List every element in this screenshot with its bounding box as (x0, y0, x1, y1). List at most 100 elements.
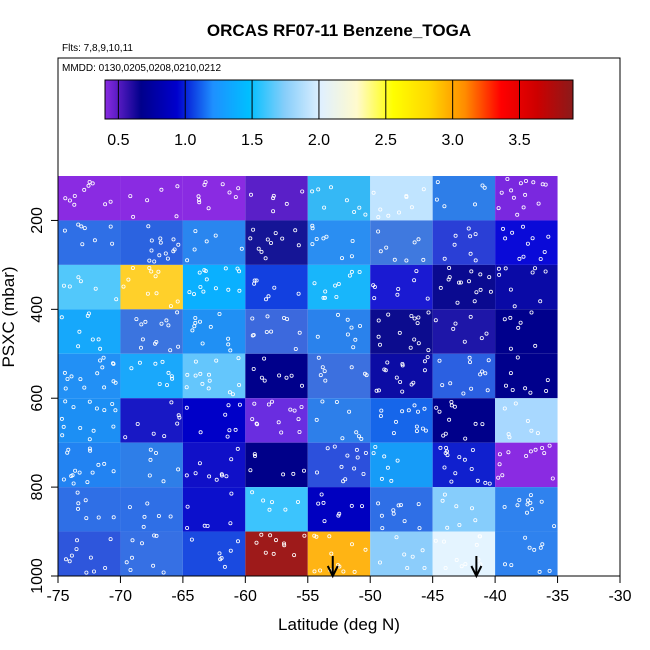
sample-point (462, 339, 467, 344)
sample-point (379, 408, 384, 413)
sample-point (459, 564, 464, 569)
colorbar-tick-label: 0.5 (107, 132, 129, 149)
sample-point (420, 426, 425, 431)
sample-point (443, 431, 448, 436)
sample-point (517, 256, 522, 261)
heatmap-cell (120, 353, 183, 399)
sample-point (515, 355, 520, 360)
heatmap-cell (307, 487, 371, 532)
sample-point (529, 428, 534, 433)
sample-point (62, 370, 67, 375)
sample-point (272, 285, 277, 290)
sample-point (444, 445, 449, 450)
heatmap-cell (58, 353, 121, 399)
sample-point (524, 178, 529, 183)
sample-point (165, 256, 170, 261)
heatmap-cell (120, 398, 183, 443)
sample-point (72, 193, 77, 198)
sample-point (142, 514, 147, 519)
sample-point (363, 450, 368, 455)
sample-point (184, 385, 189, 390)
sample-point (79, 224, 84, 229)
sample-point (161, 479, 166, 484)
x-tick-label: -65 (171, 588, 194, 605)
sample-point (152, 259, 157, 264)
sample-point (281, 472, 286, 477)
sample-point (63, 399, 68, 404)
sample-point (478, 372, 483, 377)
sample-point (341, 479, 346, 484)
heatmap-cell (307, 309, 371, 354)
sample-point (266, 402, 271, 407)
sample-point (205, 524, 210, 529)
sample-point (263, 256, 268, 261)
sample-point (322, 295, 327, 300)
sample-point (329, 551, 334, 556)
sample-point (540, 542, 545, 547)
sample-point (461, 391, 466, 396)
x-tick-label: -75 (46, 588, 69, 605)
sample-point (347, 273, 352, 278)
dates-note: MMDD: 0130,0205,0208,0210,0212 (62, 63, 221, 74)
sample-point (332, 444, 337, 449)
sample-point (255, 422, 260, 427)
chart-title: ORCAS RF07-11 Benzene_TOGA (207, 21, 471, 40)
y-tick-label: 200 (29, 207, 46, 234)
heatmap-cell (245, 442, 308, 488)
sample-point (472, 202, 477, 207)
sample-point (153, 450, 158, 455)
sample-point (63, 196, 68, 201)
sample-point (402, 552, 407, 557)
sample-point (463, 562, 468, 567)
sample-point (440, 383, 445, 388)
sample-point (226, 336, 231, 341)
sample-point (318, 568, 323, 573)
sample-point (121, 284, 126, 289)
sample-point (297, 330, 302, 335)
sample-point (163, 251, 168, 256)
sample-point (292, 553, 297, 558)
sample-point (438, 445, 443, 450)
sample-point (129, 366, 134, 371)
sample-point (153, 361, 158, 366)
x-axis: -75 -70 -65 -60 -55 -50 -45 -40 -35 -30 (46, 576, 632, 605)
sample-point (233, 195, 238, 200)
sample-point (153, 274, 158, 279)
sample-point (96, 515, 101, 520)
sample-point (169, 400, 174, 405)
heatmap-cell (120, 487, 183, 532)
sample-point (61, 424, 66, 429)
sample-point (69, 473, 74, 478)
sample-point (333, 283, 338, 288)
sample-point (191, 292, 196, 297)
sample-point (250, 333, 255, 338)
sample-point (283, 507, 288, 512)
sample-point (452, 404, 457, 409)
sample-point (449, 479, 454, 484)
sample-point (542, 249, 547, 254)
sample-point (321, 500, 326, 505)
sample-point (349, 269, 354, 274)
sample-point (425, 296, 430, 301)
sample-point (135, 421, 140, 426)
sample-point (69, 374, 74, 379)
sample-point (323, 289, 328, 294)
sample-point (263, 297, 268, 302)
sample-point (443, 566, 448, 571)
sample-point (468, 251, 473, 256)
x-tick-label: -30 (608, 588, 631, 605)
sample-point (151, 563, 156, 568)
sample-point (509, 188, 514, 193)
sample-point (515, 212, 520, 217)
sample-point (398, 379, 403, 384)
sample-point (149, 248, 154, 253)
sample-point (529, 507, 534, 512)
sample-point (488, 289, 493, 294)
sample-point (480, 369, 485, 374)
sample-point (269, 500, 274, 505)
sample-point (299, 383, 304, 388)
sample-point (371, 190, 376, 195)
heatmap-cell (370, 398, 433, 443)
sample-point (530, 236, 535, 241)
sample-point (76, 344, 81, 349)
